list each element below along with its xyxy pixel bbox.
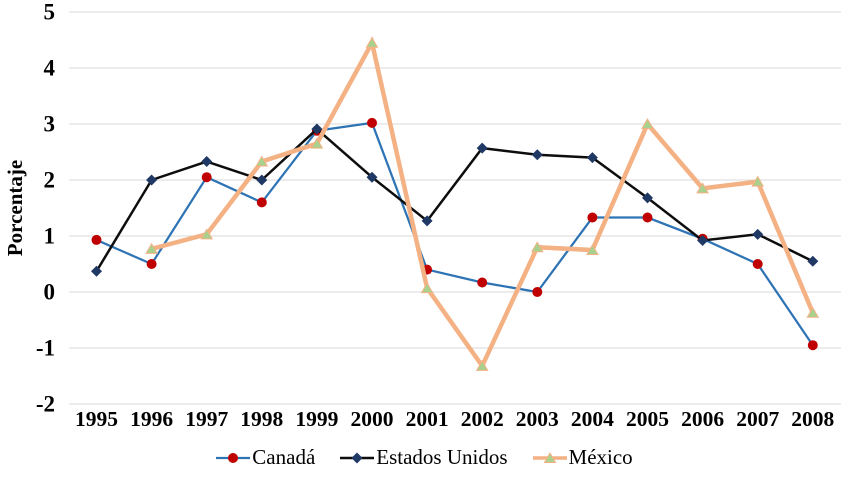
data-point-circle	[256, 197, 267, 208]
legend-item-mexico: México	[532, 447, 633, 468]
data-point-circle	[642, 212, 653, 223]
data-point-circle	[201, 172, 212, 183]
data-point-triangle	[586, 244, 599, 255]
x-tick-label: 2000	[351, 407, 394, 431]
data-point-diamond	[807, 255, 819, 267]
x-tick-label: 2005	[626, 407, 669, 431]
data-point-diamond	[201, 156, 213, 168]
legend-label-canada: Canadá	[252, 445, 316, 469]
data-point-diamond	[146, 174, 158, 186]
legend-swatch-estados-unidos-icon	[340, 452, 375, 463]
data-point-diamond	[697, 234, 709, 246]
x-tick-label: 1997	[185, 407, 228, 431]
y-tick-label: 1	[44, 224, 56, 249]
data-point-triangle	[365, 36, 379, 48]
y-tick-label: 5	[44, 0, 56, 25]
x-tick-label: 1999	[295, 407, 338, 431]
data-point-triangle	[543, 451, 556, 463]
data-point-circle	[91, 234, 102, 245]
data-point-diamond	[531, 149, 543, 161]
x-tick-label: 1996	[130, 407, 173, 431]
data-point-triangle	[145, 242, 158, 254]
x-tick-label: 2004	[571, 407, 614, 431]
data-point-diamond	[421, 215, 433, 227]
data-point-circle	[228, 452, 239, 463]
data-point-diamond	[311, 123, 323, 135]
data-point-triangle	[696, 182, 709, 194]
x-tick-label: 2001	[406, 407, 449, 431]
legend-swatch-mexico-icon	[532, 451, 567, 463]
data-point-diamond	[366, 171, 378, 183]
data-point-triangle	[200, 228, 214, 240]
y-tick-label: 4	[44, 56, 56, 81]
x-tick-label: 1995	[75, 407, 118, 431]
legend-item-estados-unidos: Estados Unidos	[339, 445, 508, 469]
data-point-diamond	[476, 142, 488, 154]
legend-label-mexico: México	[568, 445, 633, 469]
data-point-circle	[752, 259, 763, 269]
data-point-diamond	[642, 192, 653, 204]
x-tick-label: 1998	[240, 407, 283, 431]
data-point-diamond	[752, 228, 764, 240]
y-tick-label: -2	[36, 392, 55, 417]
legend-label-estados-unidos: Estados Unidos	[376, 445, 508, 469]
data-point-circle	[146, 259, 157, 269]
y-tick-label: 0	[44, 280, 56, 305]
x-tick-label: 2002	[461, 407, 504, 431]
data-point-triangle	[310, 137, 324, 149]
x-tick-label: 2007	[736, 407, 779, 431]
y-tick-label: 3	[44, 112, 56, 137]
chart-plot-area: 5 4 3 2 1 0 -1 -2 Porcentaje 1995 1996 1997 1998 1999…	[3, 0, 841, 431]
data-point-diamond	[91, 265, 102, 277]
data-point-triangle	[475, 359, 489, 371]
y-axis-title: Porcentaje	[3, 160, 27, 256]
x-tick-label: 2006	[681, 407, 724, 431]
data-point-triangle	[420, 282, 434, 294]
chart-legend: Canadá Estados Unidos México	[0, 447, 848, 468]
data-point-triangle	[530, 241, 544, 253]
data-point-triangle	[806, 306, 820, 318]
data-point-circle	[807, 340, 818, 351]
legend-item-canada: Canadá	[215, 447, 315, 468]
y-tick-label: -1	[36, 336, 55, 361]
data-point-triangle	[255, 155, 269, 167]
data-point-circle	[587, 212, 598, 223]
data-point-circle	[532, 287, 543, 297]
legend-swatch-canada-icon	[216, 452, 251, 463]
data-point-circle	[477, 277, 488, 288]
data-point-triangle	[641, 118, 654, 129]
x-tick-label: 2008	[791, 407, 834, 431]
data-point-circle	[367, 117, 377, 128]
data-point-diamond	[351, 452, 363, 463]
series-line-estados-unidos	[95, 127, 814, 272]
data-point-diamond	[586, 152, 598, 164]
series-line-mexico	[151, 36, 815, 371]
y-tick-label: 2	[44, 168, 56, 193]
series-line-canada	[96, 121, 814, 346]
x-tick-label: 2003	[516, 407, 559, 431]
data-point-diamond	[256, 174, 268, 186]
data-point-triangle	[751, 175, 765, 187]
